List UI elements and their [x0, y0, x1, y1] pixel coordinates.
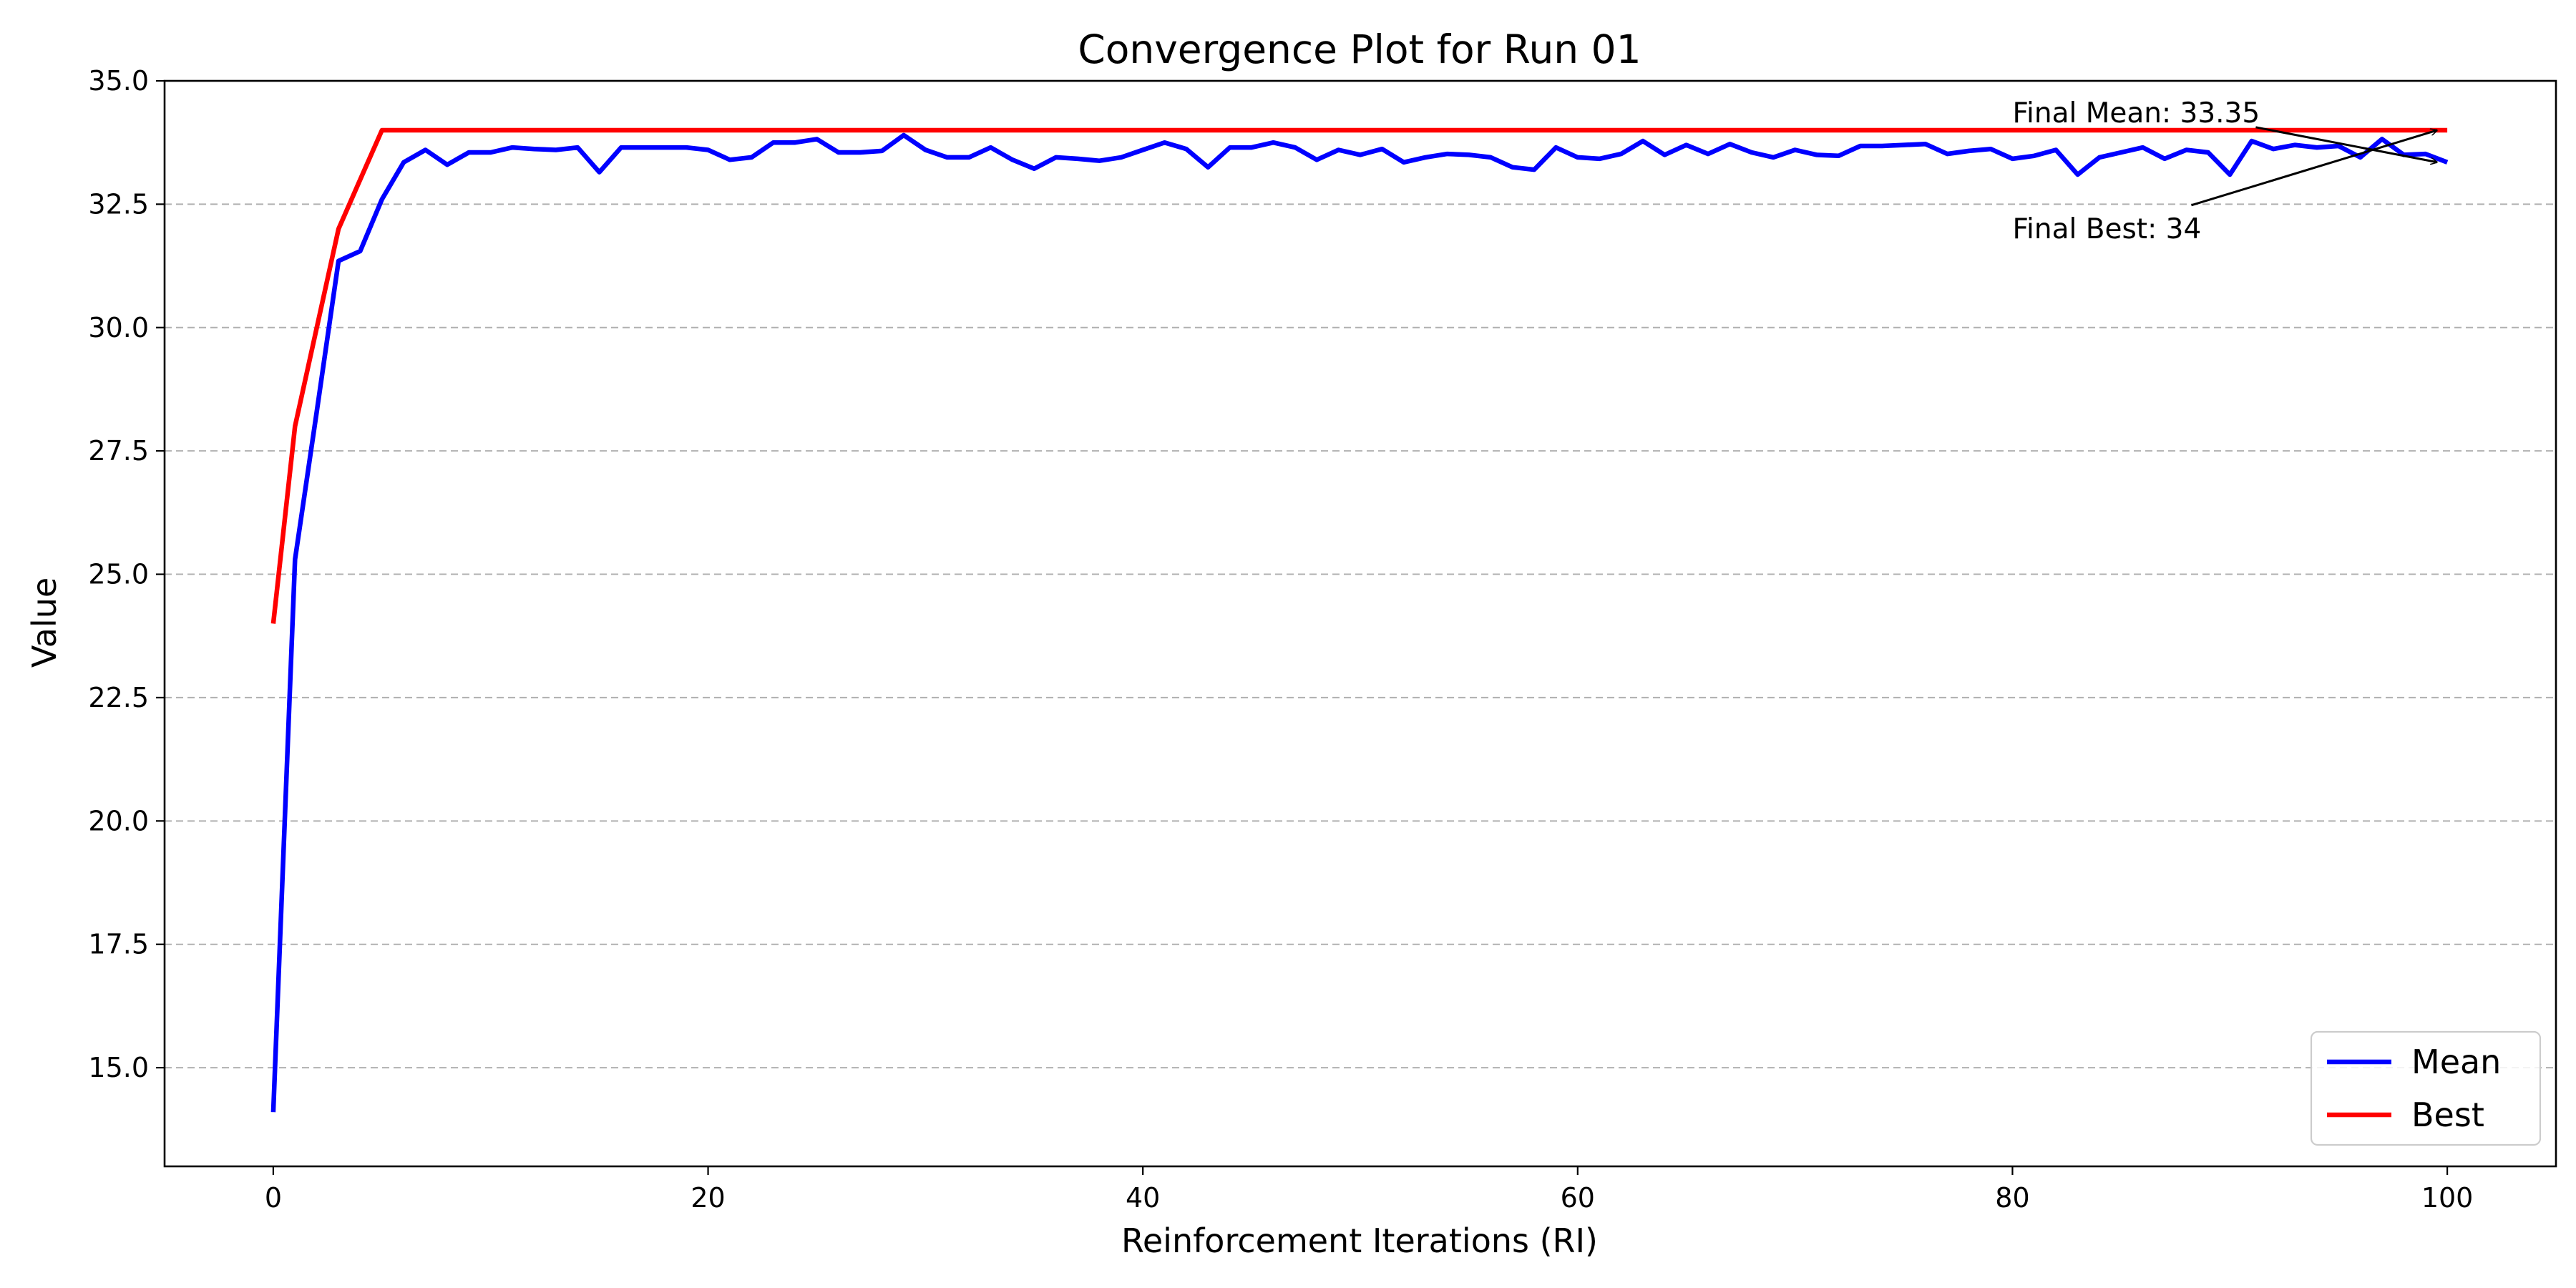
series-line-mean — [270, 132, 2449, 1113]
y-tick-label: 15.0 — [88, 1052, 149, 1083]
x-tick-label: 80 — [1995, 1182, 2029, 1214]
annotations: Final Mean: 33.35 Final Best: 34 — [2012, 97, 2437, 245]
plot-frame — [163, 79, 2557, 1168]
y-tick-label: 17.5 — [88, 929, 149, 960]
annotation-final-mean: Final Mean: 33.35 — [2012, 97, 2260, 130]
y-tick-label: 20.0 — [88, 805, 149, 836]
y-tick-label: 22.5 — [88, 682, 149, 713]
y-axis-label: Value — [25, 577, 64, 668]
y-tick-label: 30.0 — [88, 312, 149, 343]
legend-label-mean: Mean — [2411, 1043, 2501, 1081]
series-layer — [270, 127, 2449, 1113]
chart-title: Convergence Plot for Run 01 — [1078, 26, 1641, 72]
annotation-final-best: Final Best: 34 — [2012, 213, 2201, 245]
x-tick-label: 20 — [691, 1182, 725, 1214]
series-line-best — [270, 127, 2448, 624]
x-axis: 0 20 40 60 80 100 — [265, 1166, 2474, 1214]
annotation-final-mean-arrow — [2255, 126, 2437, 162]
annotation-final-best-arrow — [2191, 130, 2437, 207]
y-tick-label: 32.5 — [88, 188, 149, 220]
x-tick-label: 100 — [2421, 1182, 2474, 1214]
x-tick-label: 60 — [1561, 1182, 1595, 1214]
x-tick-label: 0 — [265, 1182, 282, 1214]
legend: Mean Best — [2310, 1030, 2542, 1146]
x-tick-label: 40 — [1126, 1182, 1160, 1214]
legend-label-best: Best — [2411, 1096, 2484, 1134]
y-tick-label: 27.5 — [88, 435, 149, 467]
y-tick-label: 35.0 — [88, 65, 149, 97]
y-axis: 15.0 17.5 20.0 22.5 25.0 27.5 30.0 32.5 35.0 — [88, 65, 165, 1083]
y-tick-label: 25.0 — [88, 559, 149, 590]
x-axis-label: Reinforcement Iterations (RI) — [1121, 1221, 1598, 1260]
